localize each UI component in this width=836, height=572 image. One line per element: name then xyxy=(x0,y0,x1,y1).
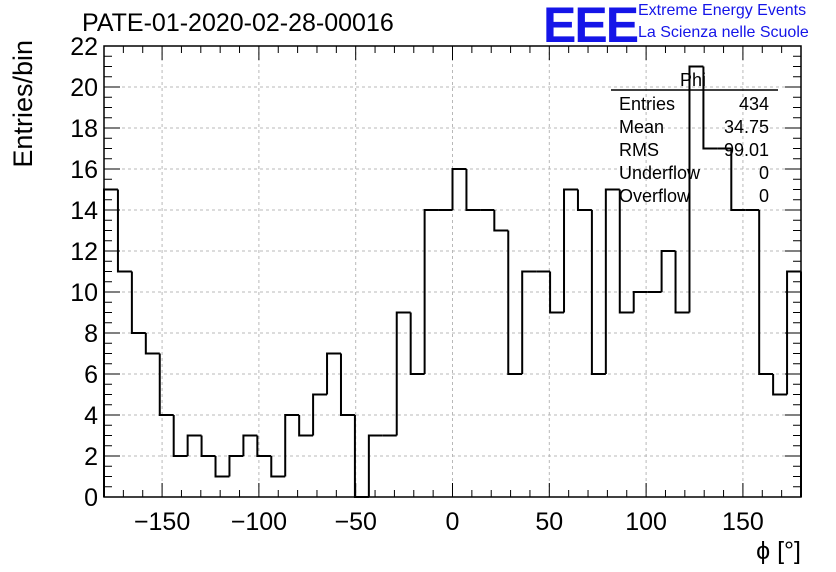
y-axis-label: Entries/bin xyxy=(8,40,38,168)
histogram-bin xyxy=(758,210,774,375)
x-axis-label: ϕ [°] xyxy=(756,537,801,565)
histogram-bin xyxy=(130,271,146,334)
histogram-bin xyxy=(521,270,537,374)
y-tick-label: 14 xyxy=(70,197,98,225)
histogram-bin xyxy=(144,333,160,355)
histogram-bin xyxy=(465,169,481,211)
stats-row-value: 434 xyxy=(739,94,769,114)
histogram-bin xyxy=(507,230,523,375)
stats-row-label: Mean xyxy=(619,117,664,137)
stats-row-value: 99.01 xyxy=(724,140,769,160)
histogram-bin xyxy=(549,271,565,314)
stats-row-value: 0 xyxy=(759,186,769,206)
histogram-bin xyxy=(116,189,132,273)
x-tick-label: −100 xyxy=(231,508,287,536)
histogram-bin xyxy=(772,374,788,396)
histogram-bin xyxy=(214,456,230,478)
stats-row-label: Entries xyxy=(619,94,675,114)
grid-lines xyxy=(104,46,801,497)
x-tick-label: 0 xyxy=(446,508,460,536)
y-tick-label: 6 xyxy=(84,361,98,389)
histogram-bin xyxy=(312,393,328,436)
histogram-bin xyxy=(702,66,718,150)
x-tick-label: 150 xyxy=(722,508,764,536)
histogram-bin xyxy=(618,189,634,314)
histogram-bin xyxy=(451,168,467,210)
stats-row-label: RMS xyxy=(619,140,659,160)
histogram-bin xyxy=(284,414,300,477)
y-tick-label: 22 xyxy=(70,33,98,61)
axes: −150 −100 −50 0 50 100 150 0 2 4 6 8 10 12 14 16 18 20 22 xyxy=(70,33,802,536)
histogram-bin xyxy=(158,353,174,416)
y-tick-label: 20 xyxy=(70,74,98,102)
histogram-bin xyxy=(200,435,216,457)
histogram-bin xyxy=(688,65,704,313)
histogram-bin xyxy=(576,189,592,211)
x-tick-label: −50 xyxy=(334,508,376,536)
x-tick-label: 100 xyxy=(625,508,667,536)
y-tick-label: 16 xyxy=(70,156,98,184)
histogram-bin xyxy=(590,210,606,375)
stats-row-value: 0 xyxy=(759,163,769,183)
histogram-bin xyxy=(172,415,188,457)
histogram-bin xyxy=(632,291,648,313)
histogram-bin xyxy=(423,209,439,374)
y-tick-label: 18 xyxy=(70,115,98,143)
eee-logo: EEE xyxy=(543,0,639,53)
histogram-bin xyxy=(493,210,509,232)
x-tick-label: 50 xyxy=(535,508,563,536)
logo-tagline-1: Extreme Energy Events xyxy=(638,2,807,19)
histogram-bin xyxy=(242,434,258,456)
logo-tagline-2: La Scienza nelle Scuole xyxy=(638,24,809,41)
histogram-bin xyxy=(409,312,425,375)
y-tick-label: 2 xyxy=(84,443,98,471)
histogram-bin xyxy=(674,251,690,314)
histogram-bin xyxy=(660,250,676,292)
run-title: PATE-01-2020-02-28-00016 xyxy=(82,9,394,37)
histogram-bin xyxy=(270,456,286,478)
histogram-bin xyxy=(730,148,746,211)
histogram-bin xyxy=(228,455,244,477)
y-tick-label: 10 xyxy=(70,279,98,307)
histogram-bin xyxy=(298,415,314,437)
y-tick-label: 0 xyxy=(84,484,98,512)
histogram-bin xyxy=(326,352,341,395)
stats-row-label: Overflow xyxy=(619,186,691,206)
histogram-bin xyxy=(604,188,620,374)
histogram-bin xyxy=(339,353,355,416)
y-tick-label: 8 xyxy=(84,320,98,348)
stats-row-label: Underflow xyxy=(619,163,701,183)
y-tick-label: 4 xyxy=(84,402,98,430)
histogram-bin xyxy=(395,311,411,436)
x-tick-label: −150 xyxy=(134,508,190,536)
y-tick-label: 12 xyxy=(70,238,98,266)
histogram-bin xyxy=(563,188,578,313)
stats-box-title: Phi xyxy=(680,70,706,90)
histogram-bin xyxy=(186,434,202,456)
histogram-bin xyxy=(367,434,383,497)
stats-row-value: 34.75 xyxy=(724,117,769,137)
histogram-bin xyxy=(256,435,272,457)
